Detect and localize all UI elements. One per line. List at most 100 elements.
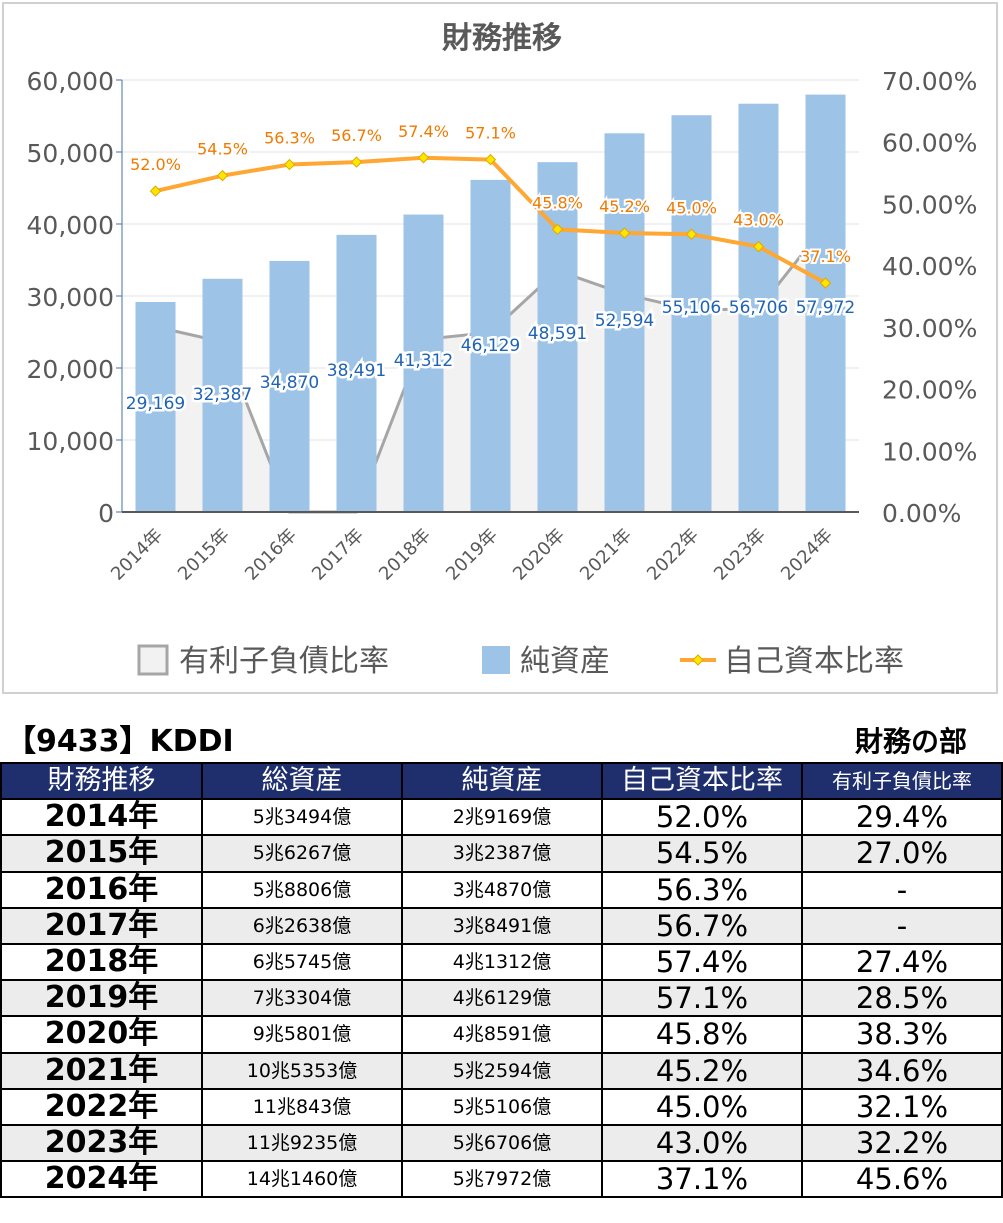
row-equity-ratio: 57.1% — [601, 979, 803, 1018]
row-net-assets: 5兆6706億 — [401, 1123, 603, 1163]
row-net-assets: 3兆4870億 — [401, 870, 603, 909]
row-year: 2015年 — [0, 834, 203, 873]
x-tick-label: 2021年 — [576, 525, 636, 585]
legend-swatch-net-assets — [482, 646, 510, 674]
line-marker — [752, 240, 765, 253]
header-net-assets: 純資産 — [401, 761, 603, 801]
line-marker — [551, 223, 564, 236]
row-year: 2019年 — [0, 979, 203, 1018]
row-total-assets: 11兆843億 — [201, 1087, 403, 1126]
chart-panel: 財務推移 0 10,000 20,000 30,000 40,000 50,000 60,00… — [2, 2, 998, 694]
row-debt-ratio: 32.1% — [801, 1087, 1003, 1126]
x-tick-label: 2019年 — [442, 525, 502, 585]
table-row: 2014年 5兆3494億 2兆9169億 52.0% 29.4% — [0, 798, 1003, 837]
table-row: 2023年 11兆9235億 5兆6706億 43.0% 32.2% — [0, 1123, 1003, 1163]
y-left-tick-label: 10,000 — [27, 427, 114, 456]
row-year: 2016年 — [0, 870, 203, 909]
row-total-assets: 5兆3494億 — [201, 798, 403, 837]
row-total-assets: 5兆6267億 — [201, 834, 403, 873]
row-year: 2020年 — [0, 1015, 203, 1054]
bar-data-label: 29,169 — [126, 394, 185, 414]
row-equity-ratio: 45.2% — [601, 1051, 803, 1090]
x-tick-label: 2024年 — [777, 525, 837, 585]
row-debt-ratio: 45.6% — [801, 1160, 1003, 1199]
table-row: 2024年 14兆1460億 5兆7972億 37.1% 45.6% — [0, 1160, 1003, 1199]
bar-data-label: 52,594 — [595, 311, 654, 331]
y-left-tick-label: 60,000 — [27, 67, 114, 96]
bar-net-assets — [537, 162, 578, 512]
bar-net-assets — [269, 260, 310, 512]
bar-data-label: 48,591 — [528, 324, 587, 344]
line-data-label: 57.1% — [465, 124, 516, 143]
row-equity-ratio: 54.5% — [601, 834, 803, 873]
line-marker — [283, 158, 296, 171]
x-tick-label: 2018年 — [375, 525, 435, 585]
row-net-assets: 4兆8591億 — [401, 1015, 603, 1054]
row-debt-ratio: 27.0% — [801, 834, 1003, 873]
bar-net-assets — [805, 94, 846, 513]
legend-label-net-assets: 純資産 — [520, 644, 610, 679]
bar-net-assets — [671, 115, 712, 512]
row-year: 2024年 — [0, 1160, 203, 1199]
company-title: 【9433】KDDI — [6, 724, 234, 759]
y-right-tick-label: 10.00% — [882, 437, 977, 466]
row-debt-ratio: 32.2% — [801, 1123, 1003, 1163]
line-marker — [618, 227, 631, 239]
x-tick-label: 2020年 — [509, 525, 569, 585]
row-total-assets: 6兆2638億 — [201, 906, 403, 945]
x-tick-label: 2017年 — [308, 525, 368, 585]
row-debt-ratio: 29.4% — [801, 798, 1003, 837]
row-equity-ratio: 57.4% — [601, 942, 803, 982]
row-total-assets: 7兆3304億 — [201, 979, 403, 1018]
row-year: 2023年 — [0, 1123, 203, 1163]
row-equity-ratio: 37.1% — [601, 1160, 803, 1199]
y-left-tick-label: 40,000 — [27, 211, 114, 240]
bar-data-label: 32,387 — [193, 385, 252, 405]
bar-data-label: 41,312 — [394, 351, 453, 371]
row-net-assets: 4兆1312億 — [401, 942, 603, 982]
line-data-label: 45.0% — [666, 198, 717, 217]
row-net-assets: 5兆5106億 — [401, 1087, 603, 1126]
bar-net-assets — [336, 234, 377, 512]
table-row: 2021年 10兆5353億 5兆2594億 45.2% 34.6% — [0, 1051, 1003, 1090]
row-debt-ratio: 38.3% — [801, 1015, 1003, 1054]
bar-data-label: 34,870 — [260, 373, 319, 393]
x-tick-label: 2023年 — [710, 525, 770, 585]
line-data-label: 54.5% — [197, 140, 248, 159]
y-right-tick-label: 20.00% — [882, 376, 977, 405]
bar-data-label: 38,491 — [327, 361, 386, 381]
row-net-assets: 2兆9169億 — [401, 798, 603, 837]
bar-net-assets — [604, 133, 645, 513]
row-equity-ratio: 52.0% — [601, 798, 803, 837]
row-total-assets: 5兆8806億 — [201, 870, 403, 909]
row-debt-ratio: - — [801, 870, 1003, 909]
bar-data-label: 46,129 — [461, 336, 520, 356]
bar-net-assets — [470, 179, 511, 512]
x-tick-label: 2022年 — [643, 525, 703, 585]
row-net-assets: 3兆8491億 — [401, 906, 603, 945]
row-net-assets: 3兆2387億 — [401, 834, 603, 873]
x-tick-label: 2015年 — [174, 525, 234, 585]
y-right-tick-label: 60.00% — [882, 129, 977, 158]
line-marker — [216, 169, 229, 182]
row-year: 2014年 — [0, 798, 203, 837]
line-marker — [149, 185, 162, 197]
y-left-tick-label: 50,000 — [27, 139, 114, 168]
line-data-label: 56.3% — [264, 129, 315, 148]
row-year: 2018年 — [0, 942, 203, 982]
row-total-assets: 11兆9235億 — [201, 1123, 403, 1163]
row-equity-ratio: 45.0% — [601, 1087, 803, 1126]
y-right-tick-label: 50.00% — [882, 190, 977, 219]
row-debt-ratio: 27.4% — [801, 942, 1003, 982]
chart-title: 財務推移 — [442, 21, 562, 56]
financial-table: 財務推移 総資産 純資産 自己資本比率 有利子負債比率 2014年 5兆3494億… — [0, 761, 1003, 1199]
row-equity-ratio: 45.8% — [601, 1015, 803, 1054]
row-year: 2017年 — [0, 906, 203, 945]
financial-chart: 財務推移 0 10,000 20,000 30,000 40,000 50,000 60,00… — [27, 21, 978, 679]
header-equity-ratio: 自己資本比率 — [601, 761, 803, 801]
legend-marker-equity-ratio — [692, 654, 704, 666]
line-marker — [417, 152, 430, 164]
bar-net-assets — [202, 278, 243, 512]
bar-net-assets — [403, 214, 444, 513]
x-tick-label: 2014年 — [107, 525, 167, 585]
